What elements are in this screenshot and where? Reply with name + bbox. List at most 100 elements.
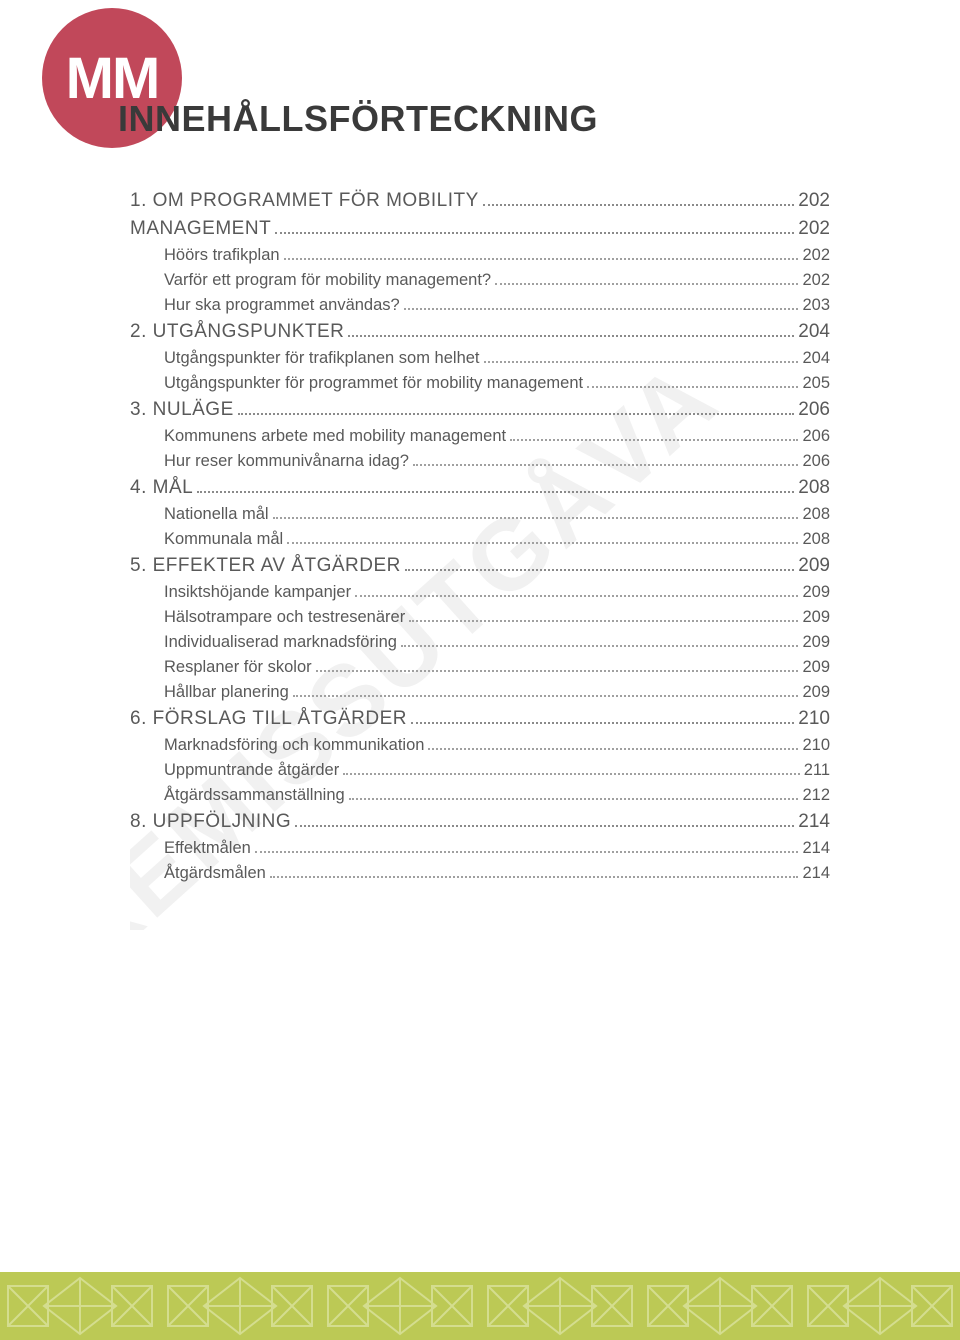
toc-leader-dots bbox=[401, 645, 799, 647]
toc-leader-dots bbox=[484, 361, 799, 363]
toc-page-number: 202 bbox=[802, 246, 830, 265]
toc-page-number: 209 bbox=[802, 658, 830, 677]
toc-sub-row: Hälsotrampare och testresenärer 209 bbox=[130, 608, 830, 627]
toc-page-number: 209 bbox=[802, 583, 830, 602]
toc-page-number: 214 bbox=[802, 864, 830, 883]
toc-page-number: 214 bbox=[802, 839, 830, 858]
toc-page-number: 209 bbox=[798, 555, 830, 577]
toc-leader-dots bbox=[483, 204, 795, 206]
toc-page-number: 202 bbox=[798, 218, 830, 240]
toc-label: Hållbar planering bbox=[130, 683, 289, 702]
toc-label: 1. OM PROGRAMMET FÖR MOBILITY bbox=[130, 190, 479, 212]
toc-leader-dots bbox=[413, 464, 799, 466]
toc-sub-row: Nationella mål208 bbox=[130, 505, 830, 524]
toc-page-number: 206 bbox=[798, 399, 830, 421]
toc-sub-row: Marknadsföring och kommunikation 210 bbox=[130, 736, 830, 755]
toc-label: 2. UTGÅNGSPUNKTER bbox=[130, 321, 344, 343]
toc-sub-row: Hållbar planering 209 bbox=[130, 683, 830, 702]
toc-label: MANAGEMENT bbox=[130, 218, 271, 240]
toc-leader-dots bbox=[293, 695, 799, 697]
toc-label: Uppmuntrande åtgärder bbox=[130, 761, 339, 780]
toc-leader-dots bbox=[273, 517, 799, 519]
page-title: INNEHÅLLSFÖRTECKNING bbox=[118, 98, 598, 140]
toc-page-number: 206 bbox=[802, 452, 830, 471]
toc-leader-dots bbox=[428, 748, 798, 750]
toc-section-row: 2. UTGÅNGSPUNKTER 204 bbox=[130, 321, 830, 343]
toc-sub-row: Insiktshöjande kampanjer 209 bbox=[130, 583, 830, 602]
toc-section-row: 1. OM PROGRAMMET FÖR MOBILITY 202 bbox=[130, 190, 830, 212]
toc-sub-row: Utgångspunkter för trafikplanen som helh… bbox=[130, 349, 830, 368]
toc-sub-row: Varför ett program för mobility manageme… bbox=[130, 271, 830, 290]
toc-sub-row: Åtgärdsmålen 214 bbox=[130, 864, 830, 883]
toc-label: Marknadsföring och kommunikation bbox=[130, 736, 424, 755]
toc-sub-row: Resplaner för skolor 209 bbox=[130, 658, 830, 677]
toc-label: Effektmålen bbox=[130, 839, 251, 858]
toc-page-number: 212 bbox=[802, 786, 830, 805]
toc-sub-row: Effektmålen 214 bbox=[130, 839, 830, 858]
toc-label: 4. MÅL bbox=[130, 477, 193, 499]
toc-sub-row: Åtgärdssammanställning 212 bbox=[130, 786, 830, 805]
toc-page-number: 202 bbox=[798, 190, 830, 212]
toc-sub-row: Uppmuntrande åtgärder211 bbox=[130, 761, 830, 780]
toc-page-number: 204 bbox=[802, 349, 830, 368]
toc-sub-row: Kommunala mål208 bbox=[130, 530, 830, 549]
toc-label: Hälsotrampare och testresenärer bbox=[130, 608, 405, 627]
toc-label: Resplaner för skolor bbox=[130, 658, 312, 677]
toc-page-number: 209 bbox=[802, 683, 830, 702]
toc-label: Individualiserad marknadsföring bbox=[130, 633, 397, 652]
toc-section-row: MANAGEMENT 202 bbox=[130, 218, 830, 240]
toc-label: 8. UPPFÖLJNING bbox=[130, 811, 291, 833]
toc-page-number: 214 bbox=[798, 811, 830, 833]
toc-leader-dots bbox=[275, 232, 794, 234]
toc-page-number: 209 bbox=[802, 633, 830, 652]
toc-page-number: 202 bbox=[802, 271, 830, 290]
toc-sub-row: Individualiserad marknadsföring 209 bbox=[130, 633, 830, 652]
toc-leader-dots bbox=[295, 825, 794, 827]
toc-leader-dots bbox=[284, 258, 799, 260]
toc-page-number: 203 bbox=[802, 296, 830, 315]
toc-label: Utgångspunkter för trafikplanen som helh… bbox=[130, 349, 480, 368]
toc-label: Insiktshöjande kampanjer bbox=[130, 583, 351, 602]
toc-page-number: 210 bbox=[798, 708, 830, 730]
toc-page-number: 205 bbox=[802, 374, 830, 393]
toc-sub-row: Hur ska programmet användas? 203 bbox=[130, 296, 830, 315]
toc-label: Åtgärdssammanställning bbox=[130, 786, 345, 805]
table-of-contents: 1. OM PROGRAMMET FÖR MOBILITY 202MANAGEM… bbox=[130, 190, 830, 883]
toc-label: Hur ska programmet användas? bbox=[130, 296, 400, 315]
toc-label: Åtgärdsmålen bbox=[130, 864, 266, 883]
footer-pattern bbox=[0, 1272, 960, 1340]
toc-label: Höörs trafikplan bbox=[130, 246, 280, 265]
toc-sub-row: Utgångspunkter för programmet för mobili… bbox=[130, 374, 830, 393]
toc-leader-dots bbox=[255, 851, 799, 853]
toc-label: Hur reser kommunivånarna idag? bbox=[130, 452, 409, 471]
toc-section-row: 5. EFFEKTER AV ÅTGÄRDER 209 bbox=[130, 555, 830, 577]
toc-label: Nationella mål bbox=[130, 505, 269, 524]
toc-page-number: 208 bbox=[798, 477, 830, 499]
toc-page-number: 209 bbox=[802, 608, 830, 627]
toc-label: Utgångspunkter för programmet för mobili… bbox=[130, 374, 583, 393]
toc-leader-dots bbox=[197, 491, 794, 493]
toc-leader-dots bbox=[349, 798, 799, 800]
toc-leader-dots bbox=[404, 308, 799, 310]
toc-leader-dots bbox=[510, 439, 798, 441]
toc-sub-row: Höörs trafikplan 202 bbox=[130, 246, 830, 265]
toc-label: Varför ett program för mobility manageme… bbox=[130, 271, 491, 290]
toc-leader-dots bbox=[495, 283, 798, 285]
toc-label: 3. NULÄGE bbox=[130, 399, 234, 421]
toc-leader-dots bbox=[287, 542, 798, 544]
toc-sub-row: Hur reser kommunivånarna idag? 206 bbox=[130, 452, 830, 471]
toc-page-number: 210 bbox=[802, 736, 830, 755]
toc-page-number: 204 bbox=[798, 321, 830, 343]
toc-section-row: 3. NULÄGE 206 bbox=[130, 399, 830, 421]
toc-leader-dots bbox=[405, 569, 794, 571]
toc-label: 5. EFFEKTER AV ÅTGÄRDER bbox=[130, 555, 401, 577]
toc-leader-dots bbox=[348, 335, 794, 337]
toc-leader-dots bbox=[587, 386, 798, 388]
toc-label: 6. FÖRSLAG TILL ÅTGÄRDER bbox=[130, 708, 407, 730]
toc-label: Kommunala mål bbox=[130, 530, 283, 549]
toc-leader-dots bbox=[343, 773, 799, 775]
toc-section-row: 4. MÅL 208 bbox=[130, 477, 830, 499]
toc-leader-dots bbox=[355, 595, 798, 597]
toc-page-number: 206 bbox=[802, 427, 830, 446]
toc-leader-dots bbox=[411, 722, 794, 724]
